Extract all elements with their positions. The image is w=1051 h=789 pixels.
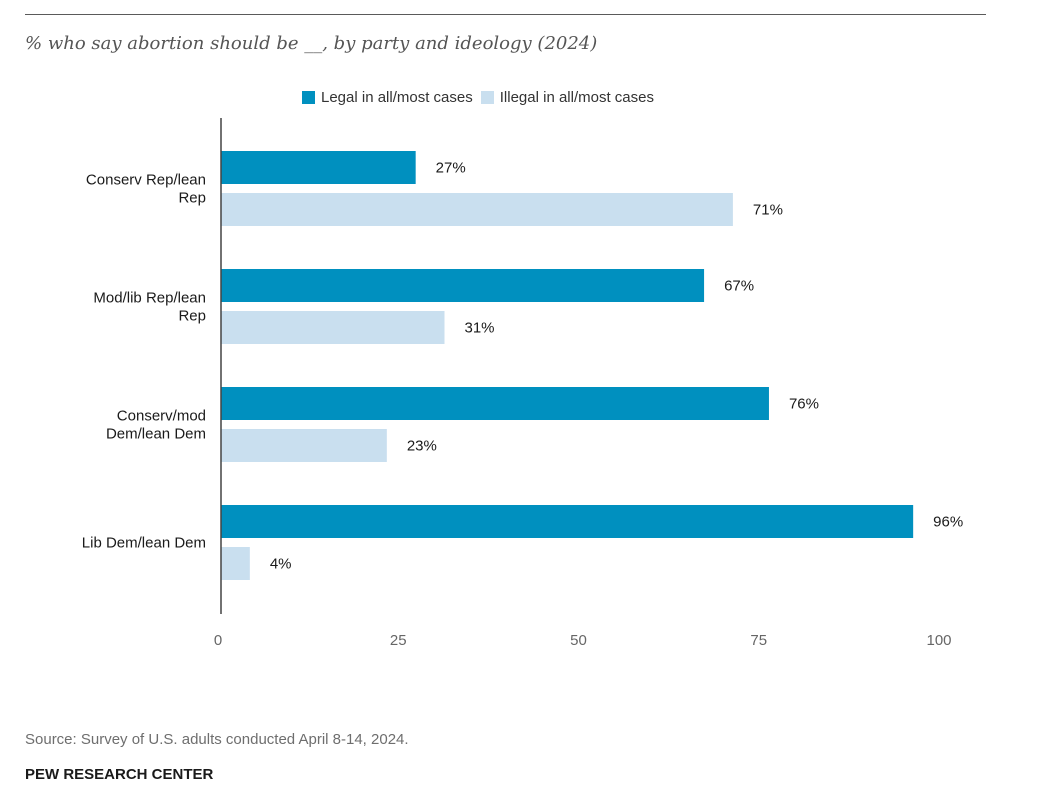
legend-item-illegal: Illegal in all/most cases	[480, 89, 654, 106]
chart-legend: Legal in all/most cases Illegal in all/m…	[302, 89, 662, 106]
category-label-2-line-2: Rep	[178, 308, 206, 325]
legend-item-legal: Legal in all/most cases	[302, 89, 473, 106]
legend-label-illegal: Illegal in all/most cases	[499, 89, 654, 106]
value-label-legal-4: 96%	[933, 514, 963, 531]
category-label-1-line-2: Rep	[178, 190, 206, 207]
bar-illegal-4	[221, 547, 250, 580]
x-tick-label-75: 75	[750, 632, 767, 649]
category-label-2-line-1: Mod/lib Rep/lean	[93, 290, 206, 307]
organization-name: PEW RESEARCH CENTER	[25, 766, 214, 783]
category-label-3-line-2: Dem/lean Dem	[106, 426, 206, 443]
category-label-3-line-1: Conserv/mod	[117, 408, 206, 425]
source-note: Source: Survey of U.S. adults conducted …	[25, 731, 409, 748]
bar-illegal-3	[221, 429, 387, 462]
value-label-illegal-4: 4%	[270, 556, 292, 573]
x-tick-label-50: 50	[570, 632, 587, 649]
bar-legal-3	[221, 387, 769, 420]
bar-illegal-2	[221, 311, 445, 344]
value-label-illegal-1: 71%	[753, 202, 783, 219]
value-label-legal-3: 76%	[789, 396, 819, 413]
value-label-legal-2: 67%	[724, 278, 754, 295]
legend-swatch-illegal	[480, 91, 494, 104]
value-label-illegal-2: 31%	[465, 320, 495, 337]
category-label-1-line-1: Conserv Rep/lean	[86, 172, 206, 189]
x-tick-label-0: 0	[214, 632, 222, 649]
category-label-4-line-1: Lib Dem/lean Dem	[82, 535, 206, 552]
chart-subtitle: % who say abortion should be __, by part…	[25, 33, 598, 54]
bar-legal-2	[221, 269, 705, 302]
x-tick-label-100: 100	[926, 632, 951, 649]
bar-illegal-1	[221, 193, 733, 226]
value-label-legal-1: 27%	[436, 160, 466, 177]
value-label-illegal-3: 23%	[407, 438, 437, 455]
top-rule	[25, 14, 986, 15]
bar-legal-1	[221, 151, 416, 184]
x-tick-label-25: 25	[390, 632, 407, 649]
bar-legal-4	[221, 505, 914, 538]
legend-label-legal: Legal in all/most cases	[321, 89, 473, 106]
legend-swatch-legal	[302, 91, 315, 104]
